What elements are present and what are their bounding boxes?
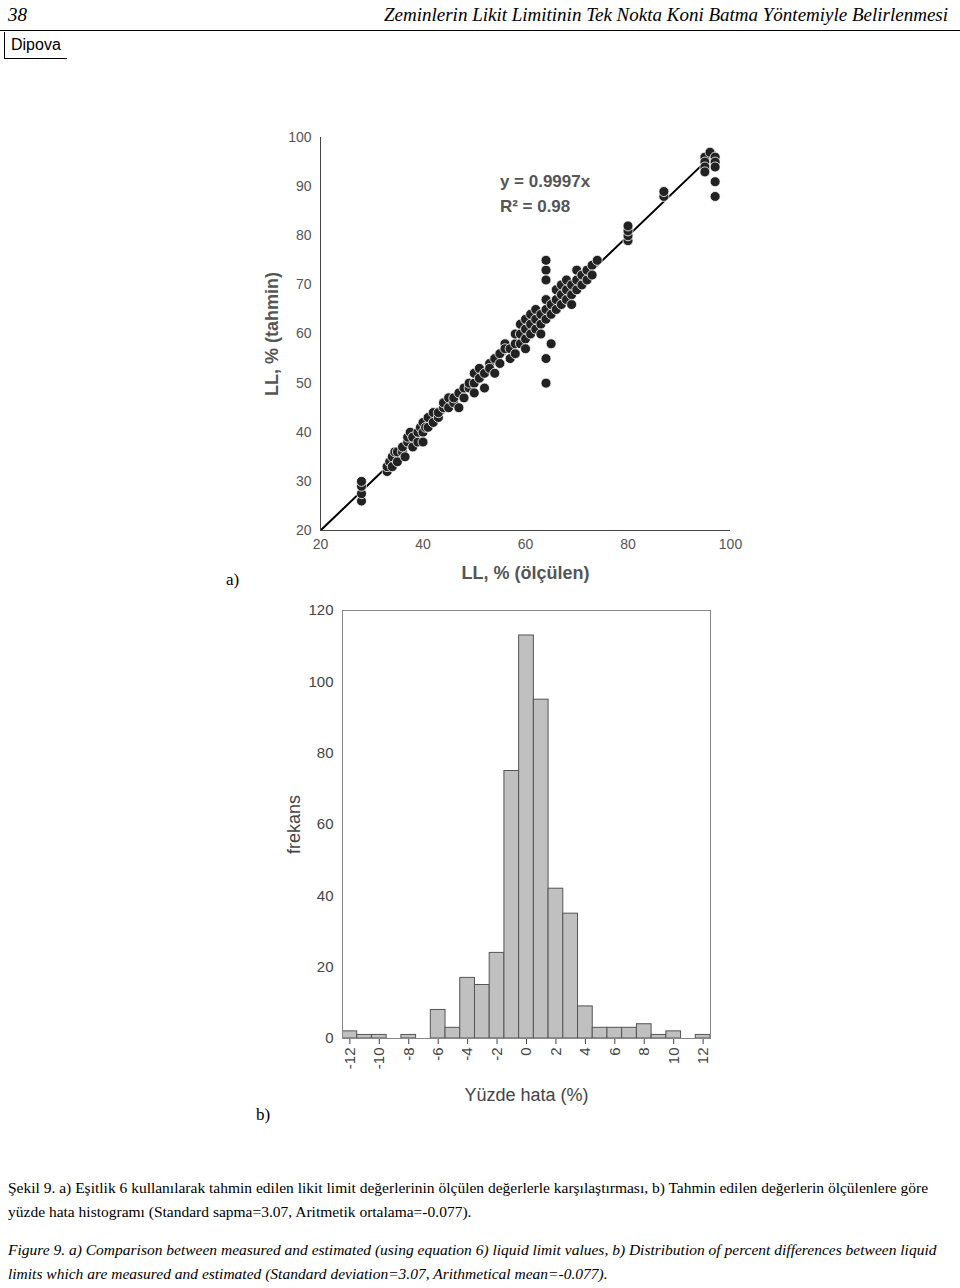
- svg-text:0: 0: [325, 1029, 333, 1046]
- html-text:Figure 9. a) Comparison betwee: Figure 9. a) Comparison between measured…: [8, 1241, 937, 1282]
- svg-text:-10: -10: [370, 1048, 387, 1070]
- svg-text:R² = 0.98: R² = 0.98: [500, 197, 570, 216]
- svg-text:40: 40: [296, 424, 312, 440]
- svg-text:50: 50: [296, 375, 312, 391]
- svg-text:8: 8: [635, 1048, 652, 1056]
- svg-text:60: 60: [518, 536, 534, 552]
- svg-text:12: 12: [694, 1048, 711, 1065]
- svg-text:20: 20: [313, 536, 329, 552]
- svg-text:LL, % (ölçülen): LL, % (ölçülen): [462, 563, 590, 583]
- svg-text:6: 6: [606, 1048, 623, 1056]
- svg-text:80: 80: [317, 744, 334, 761]
- svg-text:80: 80: [296, 227, 312, 243]
- svg-text:LL, % (tahmin): LL, % (tahmin): [262, 272, 282, 396]
- svg-text:4: 4: [576, 1048, 593, 1056]
- html-text:b): b): [256, 1105, 271, 1124]
- svg-text:40: 40: [317, 887, 334, 904]
- svg-text:y = 0.9997x: y = 0.9997x: [500, 172, 591, 191]
- svg-text:60: 60: [317, 815, 334, 832]
- svg-text:30: 30: [296, 473, 312, 489]
- svg-text:0: 0: [517, 1048, 534, 1056]
- svg-text:40: 40: [415, 536, 431, 552]
- html-text:38: 38: [8, 4, 27, 25]
- svg-text:100: 100: [719, 536, 743, 552]
- html-text:Zeminlerin Likit Limitinin Tek: Zeminlerin Likit Limitinin Tek Nokta Kon…: [384, 4, 948, 25]
- svg-text:-8: -8: [400, 1048, 417, 1061]
- svg-text:-12: -12: [341, 1048, 358, 1070]
- svg-text:120: 120: [308, 601, 333, 618]
- svg-text:80: 80: [620, 536, 636, 552]
- svg-text:2: 2: [547, 1048, 564, 1056]
- svg-text:60: 60: [296, 325, 312, 341]
- svg-text:-6: -6: [429, 1048, 446, 1061]
- svg-text:100: 100: [308, 673, 333, 690]
- svg-text:Yüzde hata (%): Yüzde hata (%): [464, 1085, 588, 1105]
- svg-text:70: 70: [296, 276, 312, 292]
- svg-text:-2: -2: [488, 1048, 505, 1061]
- svg-text:10: 10: [665, 1048, 682, 1065]
- html-text:Dipova: Dipova: [11, 36, 61, 53]
- svg-text:20: 20: [296, 522, 312, 538]
- html-text:Şekil 9. a) Eşitlik 6 kullanıl: Şekil 9. a) Eşitlik 6 kullanılarak tahmi…: [8, 1179, 929, 1220]
- svg-text:-4: -4: [458, 1048, 475, 1061]
- svg-text:90: 90: [296, 178, 312, 194]
- svg-text:100: 100: [288, 129, 312, 145]
- svg-text:20: 20: [317, 958, 334, 975]
- svg-text:frekans: frekans: [284, 795, 304, 854]
- html-text:a): a): [226, 570, 240, 589]
